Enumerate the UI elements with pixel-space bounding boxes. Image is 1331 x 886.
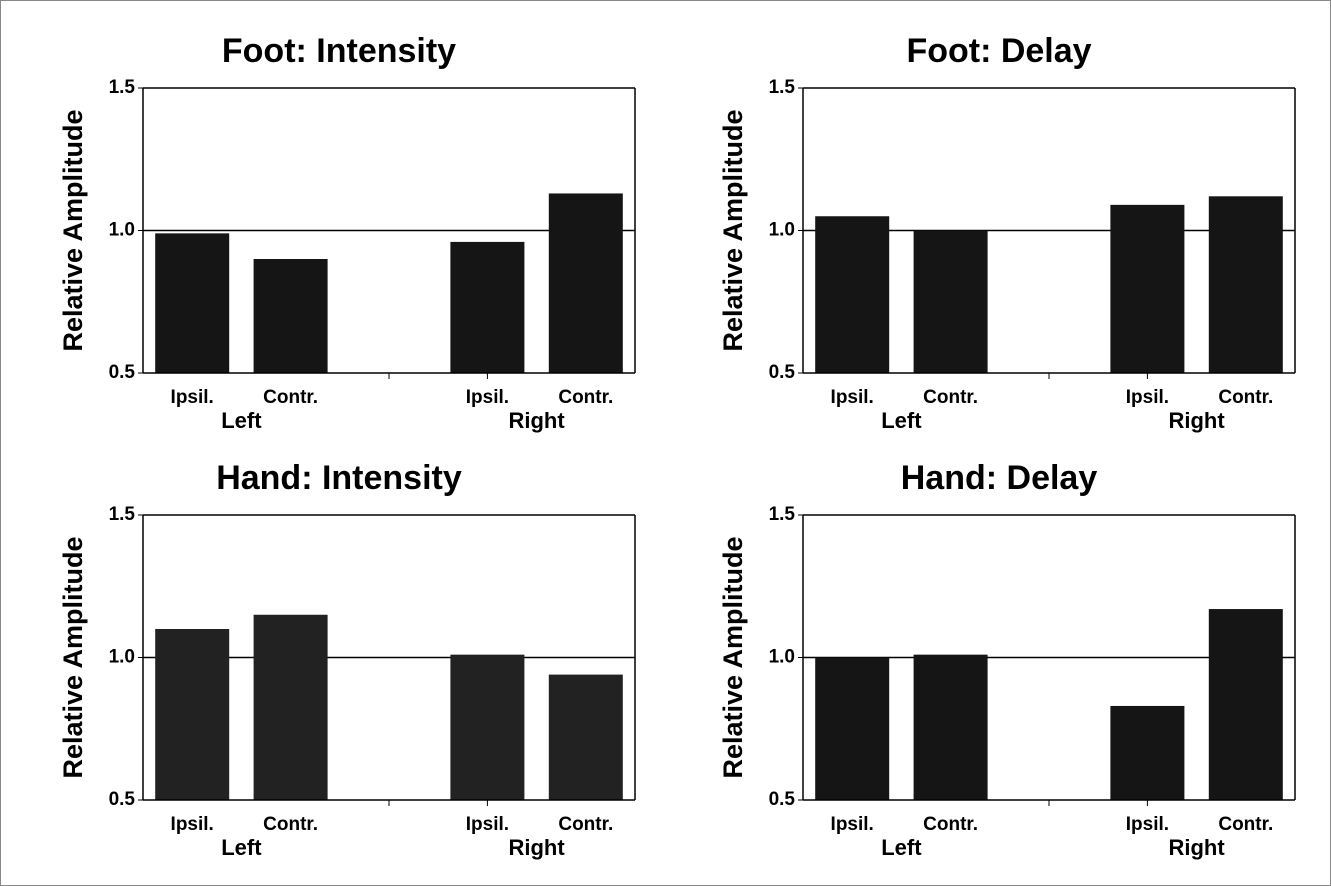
chart-title: Hand: Delay	[901, 459, 1098, 497]
x-tick-label: Contr.	[1218, 814, 1273, 835]
chart-title: Foot: Delay	[906, 32, 1091, 70]
chart-title: Hand: Intensity	[216, 459, 462, 497]
x-tick-label: Contr.	[558, 387, 613, 408]
x-tick-label: Ipsil.	[171, 814, 214, 835]
x-tick-label: Ipsil.	[831, 814, 874, 835]
x-tick-label: Contr.	[923, 387, 978, 408]
x-tick-label: Contr.	[263, 814, 318, 835]
y-axis-label: Relative Amplitude	[58, 109, 88, 351]
y-tick-label: 0.5	[769, 362, 796, 383]
group-label: Left	[881, 835, 922, 860]
bar	[815, 657, 890, 800]
group-label: Right	[508, 408, 565, 433]
bar	[1208, 609, 1283, 800]
chart-title: Foot: Intensity	[222, 32, 456, 70]
bar	[548, 674, 623, 800]
group-label: Right	[1168, 835, 1225, 860]
x-tick-label: Contr.	[1218, 387, 1273, 408]
x-tick-label: Ipsil.	[1126, 387, 1169, 408]
y-axis-label: Relative Amplitude	[58, 536, 88, 778]
bar	[1110, 204, 1185, 373]
y-tick-label: 1.0	[109, 647, 135, 668]
y-tick-label: 1.5	[109, 77, 136, 98]
x-tick-label: Ipsil.	[1126, 814, 1169, 835]
x-tick-label: Contr.	[558, 814, 613, 835]
y-tick-label: 1.0	[109, 220, 135, 241]
bar	[913, 654, 988, 800]
y-tick-label: 1.5	[769, 504, 796, 525]
bar	[450, 654, 525, 800]
x-tick-label: Ipsil.	[831, 387, 874, 408]
group-label: Left	[881, 408, 922, 433]
bar	[1110, 705, 1185, 800]
bar	[815, 216, 890, 373]
bar	[253, 259, 328, 373]
group-label: Left	[221, 408, 262, 433]
x-tick-label: Ipsil.	[466, 814, 509, 835]
y-axis-label: Relative Amplitude	[718, 109, 748, 351]
x-tick-label: Contr.	[923, 814, 978, 835]
y-tick-label: 1.0	[769, 647, 795, 668]
bar	[913, 230, 988, 373]
y-tick-label: 0.5	[109, 789, 136, 810]
group-label: Left	[221, 835, 262, 860]
y-tick-label: 0.5	[769, 789, 796, 810]
y-tick-label: 1.5	[769, 77, 796, 98]
bar	[155, 629, 230, 800]
y-tick-label: 1.5	[109, 504, 136, 525]
x-tick-label: Ipsil.	[171, 387, 214, 408]
bar	[548, 193, 623, 373]
y-tick-label: 0.5	[109, 362, 136, 383]
y-tick-label: 1.0	[769, 220, 795, 241]
bar	[1208, 196, 1283, 373]
group-label: Right	[508, 835, 565, 860]
bar	[155, 233, 230, 373]
group-label: Right	[1168, 408, 1225, 433]
x-tick-label: Contr.	[263, 387, 318, 408]
y-axis-label: Relative Amplitude	[718, 536, 748, 778]
x-tick-label: Ipsil.	[466, 387, 509, 408]
bar	[450, 241, 525, 373]
bar	[253, 614, 328, 800]
